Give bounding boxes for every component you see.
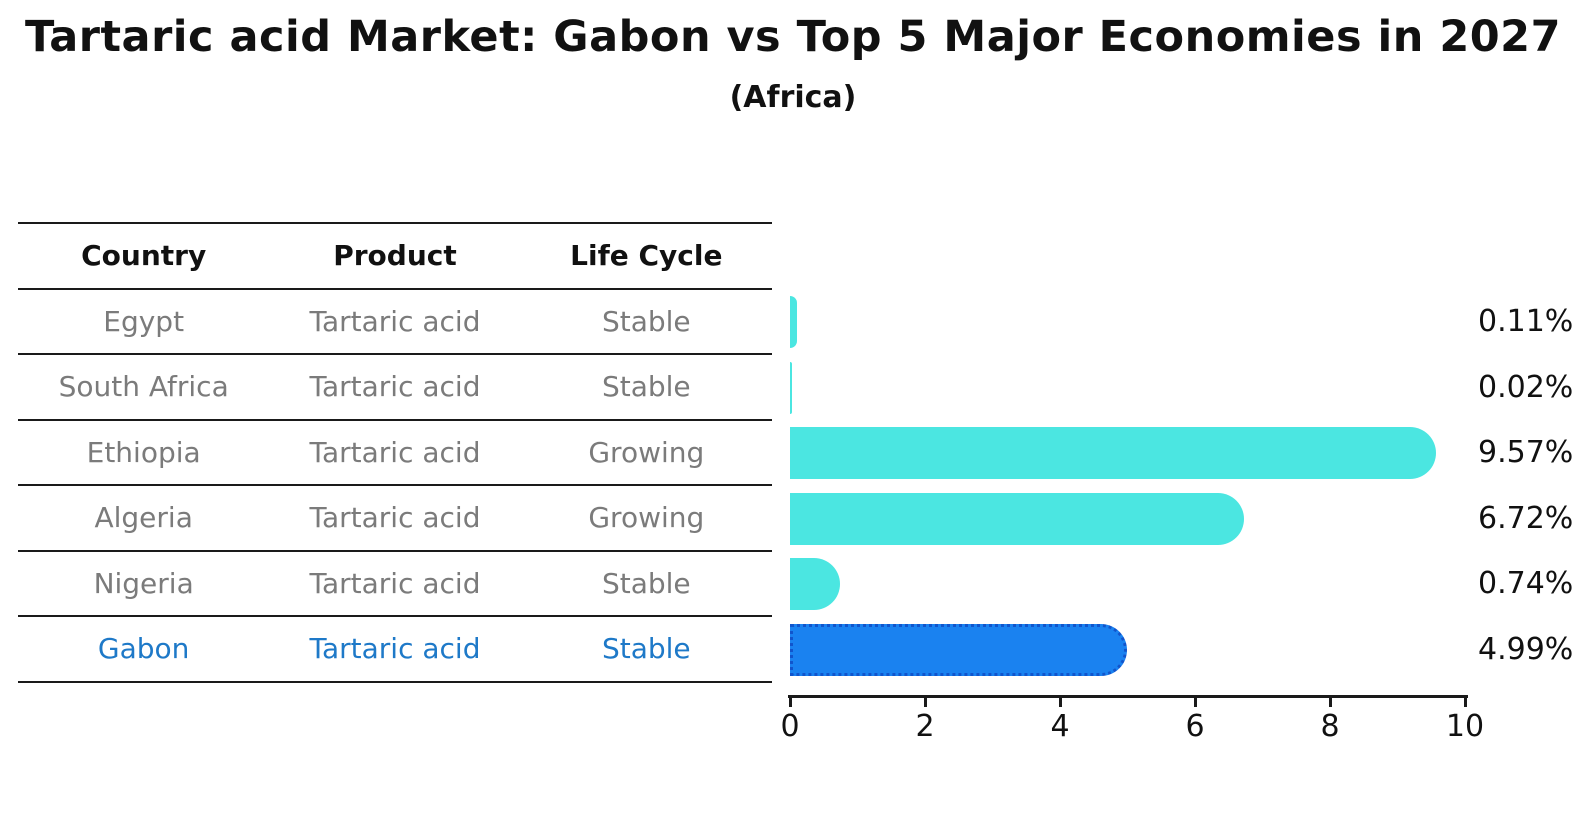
x-axis-tick bbox=[789, 698, 792, 707]
bar-value-label: 0.11% bbox=[1478, 304, 1574, 339]
lifecycle-cell: Stable bbox=[601, 304, 691, 338]
x-axis-tick-label: 2 bbox=[915, 709, 935, 744]
product-cell: Tartaric acid bbox=[309, 501, 481, 535]
bar-egypt bbox=[790, 296, 798, 348]
country-cell: Egypt bbox=[103, 304, 185, 338]
lifecycle-cell: Stable bbox=[601, 370, 691, 404]
country-table: Country Product Life Cycle Egypt Tartaric… bbox=[18, 222, 772, 683]
lifecycle-cell: Stable bbox=[601, 632, 691, 666]
bar-ethiopia bbox=[790, 427, 1436, 479]
country-cell: Nigeria bbox=[93, 566, 194, 600]
column-header-country: Country bbox=[81, 239, 207, 273]
table-header-row: Country Product Life Cycle bbox=[18, 222, 772, 288]
column-header-product: Product bbox=[333, 239, 457, 273]
x-axis-line bbox=[788, 695, 1468, 698]
chart-subtitle: (Africa) bbox=[729, 80, 857, 115]
x-axis-tick-label: 0 bbox=[780, 709, 800, 744]
product-cell: Tartaric acid bbox=[309, 435, 481, 469]
x-axis-tick-label: 10 bbox=[1445, 709, 1485, 744]
country-cell: Ethiopia bbox=[86, 435, 201, 469]
bar-south-africa bbox=[790, 361, 792, 414]
bar-gabon bbox=[790, 623, 1127, 676]
bar-value-label: 6.72% bbox=[1478, 500, 1574, 536]
column-header-lifecycle: Life Cycle bbox=[570, 239, 723, 273]
x-axis-tick bbox=[924, 698, 927, 707]
x-axis-tick-label: 8 bbox=[1320, 709, 1340, 744]
product-cell: Tartaric acid bbox=[309, 370, 481, 404]
lifecycle-cell: Growing bbox=[588, 435, 705, 469]
lifecycle-cell: Growing bbox=[588, 501, 705, 535]
x-axis-tick bbox=[1194, 698, 1197, 707]
table-row: Nigeria Tartaric acid Stable bbox=[18, 549, 772, 616]
table-row: Gabon Tartaric acid Stable bbox=[18, 615, 772, 683]
bar-nigeria bbox=[790, 558, 840, 610]
table-row: Algeria Tartaric acid Growing bbox=[18, 484, 772, 550]
chart-title: Tartaric acid Market: Gabon vs Top 5 Maj… bbox=[24, 12, 1562, 62]
x-axis-tick bbox=[1464, 698, 1467, 707]
product-cell: Tartaric acid bbox=[309, 304, 481, 338]
bar-value-label: 0.02% bbox=[1478, 369, 1574, 405]
x-axis-tick-label: 4 bbox=[1050, 709, 1070, 744]
x-axis-tick-label: 6 bbox=[1185, 709, 1205, 744]
bar-value-label: 0.74% bbox=[1478, 566, 1574, 601]
table-row: Egypt Tartaric acid Stable bbox=[18, 287, 772, 354]
lifecycle-cell: Stable bbox=[601, 566, 691, 600]
table-row: South Africa Tartaric acid Stable bbox=[18, 353, 772, 419]
country-cell: Algeria bbox=[94, 501, 193, 535]
bar-algeria bbox=[790, 492, 1244, 545]
bar-value-label: 9.57% bbox=[1478, 435, 1574, 470]
product-cell: Tartaric acid bbox=[309, 566, 481, 600]
x-axis-tick bbox=[1059, 698, 1062, 707]
country-cell: South Africa bbox=[58, 370, 229, 404]
bar-value-label: 4.99% bbox=[1478, 631, 1574, 667]
table-row: Ethiopia Tartaric acid Growing bbox=[18, 418, 772, 485]
country-cell: Gabon bbox=[97, 632, 190, 666]
product-cell: Tartaric acid bbox=[309, 632, 481, 666]
x-axis-tick bbox=[1329, 698, 1332, 707]
